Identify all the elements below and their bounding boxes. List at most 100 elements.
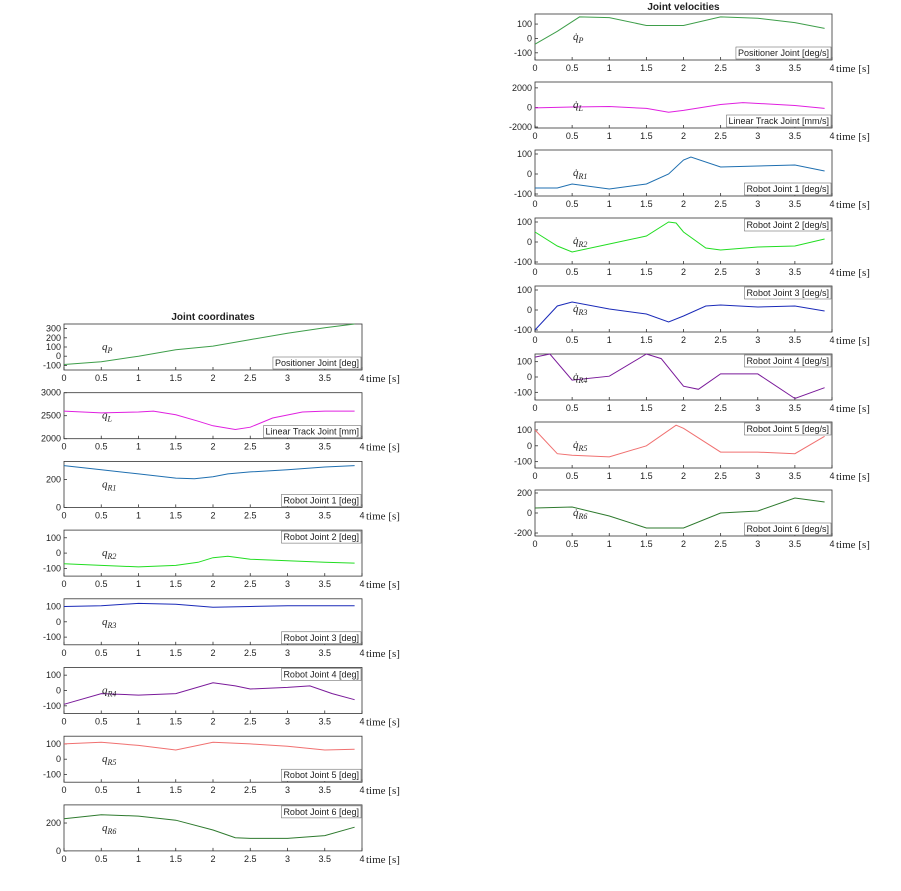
x-tick-label: 3	[755, 63, 760, 73]
legend-box	[281, 668, 362, 681]
symbol-sub: R3	[107, 621, 117, 630]
x-tick-label: 4	[829, 63, 834, 73]
x-tick-label: 4	[359, 785, 364, 795]
x-tick-label: 4	[829, 471, 834, 481]
y-tick-label: 0	[56, 846, 61, 856]
x-axis-label: time [s]	[366, 717, 400, 729]
legend-label: Robot Joint 4 [deg/s]	[746, 356, 829, 366]
symbol-sub: R2	[107, 552, 117, 561]
data-line	[534, 221, 825, 253]
y-tick-label: -100	[514, 457, 532, 467]
data-line	[534, 497, 825, 529]
legend-label: Linear Track Joint [mm/s]	[728, 116, 829, 126]
symbol-sub: R6	[107, 827, 117, 836]
x-axis-label: time [s]	[366, 373, 400, 385]
x-tick-label: 0.5	[566, 199, 579, 209]
x-tick-label: 1	[607, 539, 612, 549]
x-tick-label: 4	[359, 579, 364, 589]
x-axis-label: time [s]	[366, 854, 400, 866]
x-tick-label: 0	[532, 63, 537, 73]
x-tick-label: 0	[532, 471, 537, 481]
x-tick-label: 2.5	[714, 539, 727, 549]
x-axis-label: time [s]	[836, 471, 870, 483]
x-tick-label: 1	[607, 403, 612, 413]
legend-box	[744, 182, 832, 196]
y-tick-label: 200	[46, 333, 61, 343]
x-tick-label: 1.5	[169, 579, 182, 589]
x-tick-label: 2	[681, 199, 686, 209]
x-tick-label: 1	[607, 335, 612, 345]
symbol-base: q	[102, 478, 108, 490]
symbol: q̇R4	[573, 371, 587, 385]
x-tick-label: 0	[532, 335, 537, 345]
data-line	[63, 741, 355, 751]
x-tick-label: 2	[210, 442, 215, 452]
x-tick-label: 1.5	[169, 854, 182, 864]
x-axis-label: time [s]	[836, 63, 870, 75]
y-tick-label: -100	[43, 360, 61, 370]
y-tick-label: 3000	[41, 388, 61, 398]
x-tick-label: 2.5	[714, 199, 727, 209]
x-tick-label: 0	[61, 717, 66, 727]
x-tick-label: 1.5	[169, 510, 182, 520]
x-tick-label: 2	[681, 267, 686, 277]
x-tick-label: 1	[607, 471, 612, 481]
x-tick-label: 0.5	[566, 267, 579, 277]
y-tick-label: 100	[517, 19, 532, 29]
symbol-sub: R5	[107, 758, 117, 767]
x-tick-label: 4	[359, 648, 364, 658]
x-tick-label: 2.5	[714, 63, 727, 73]
symbol-sub: R6	[578, 512, 588, 521]
data-line	[63, 323, 355, 365]
x-axis-label: time [s]	[366, 442, 400, 454]
x-tick-label: 0.5	[95, 785, 108, 795]
symbol-sub: R5	[578, 444, 588, 453]
x-tick-label: 2.5	[244, 854, 257, 864]
x-tick-label: 2	[210, 373, 215, 383]
symbol: qR6	[102, 822, 116, 836]
x-tick-label: 3	[755, 471, 760, 481]
x-tick-label: 0.5	[95, 510, 108, 520]
x-tick-label: 3.5	[789, 63, 802, 73]
legend-box	[281, 805, 362, 819]
y-tick-label: 0	[56, 548, 61, 558]
legend-label: Robot Joint 2 [deg]	[283, 532, 359, 542]
symbol: qR3	[102, 616, 116, 630]
y-tick-label: 100	[517, 149, 532, 159]
y-tick-label: -200	[514, 528, 532, 538]
x-tick-label: 1.5	[169, 648, 182, 658]
x-tick-label: 2.5	[244, 510, 257, 520]
y-tick-label: 100	[517, 425, 532, 435]
symbol-sub: P	[107, 346, 113, 355]
x-tick-label: 3.5	[318, 648, 331, 658]
legend-box	[281, 768, 362, 782]
y-tick-label: 200	[46, 818, 61, 828]
x-tick-label: 1	[136, 717, 141, 727]
x-tick-label: 3.5	[318, 785, 331, 795]
legend-box	[263, 425, 362, 438]
x-tick-label: 1	[136, 579, 141, 589]
x-tick-label: 3	[285, 510, 290, 520]
x-tick-label: 3	[285, 373, 290, 383]
x-axis-label: time [s]	[836, 539, 870, 551]
legend-box	[744, 422, 832, 436]
symbol-sub: L	[107, 415, 113, 424]
symbol-sub: R1	[578, 172, 588, 181]
symbol-base: q̇	[573, 235, 579, 247]
symbol-sub: L	[578, 104, 584, 113]
x-tick-label: 3.5	[318, 854, 331, 864]
y-tick-label: 100	[46, 601, 61, 611]
symbol-base: q̇	[573, 99, 579, 111]
data-line	[534, 102, 825, 113]
legend-box	[281, 631, 362, 645]
x-tick-label: 1.5	[169, 442, 182, 452]
x-tick-label: 4	[829, 199, 834, 209]
x-tick-label: 0.5	[95, 442, 108, 452]
legend-label: Robot Joint 6 [deg]	[283, 807, 359, 817]
x-tick-label: 3	[755, 267, 760, 277]
x-axis-label: time [s]	[366, 510, 400, 522]
symbol: qL	[102, 410, 113, 424]
legend-box	[735, 46, 832, 60]
x-tick-label: 0.5	[566, 335, 579, 345]
chart-title: Joint velocities	[647, 2, 720, 13]
